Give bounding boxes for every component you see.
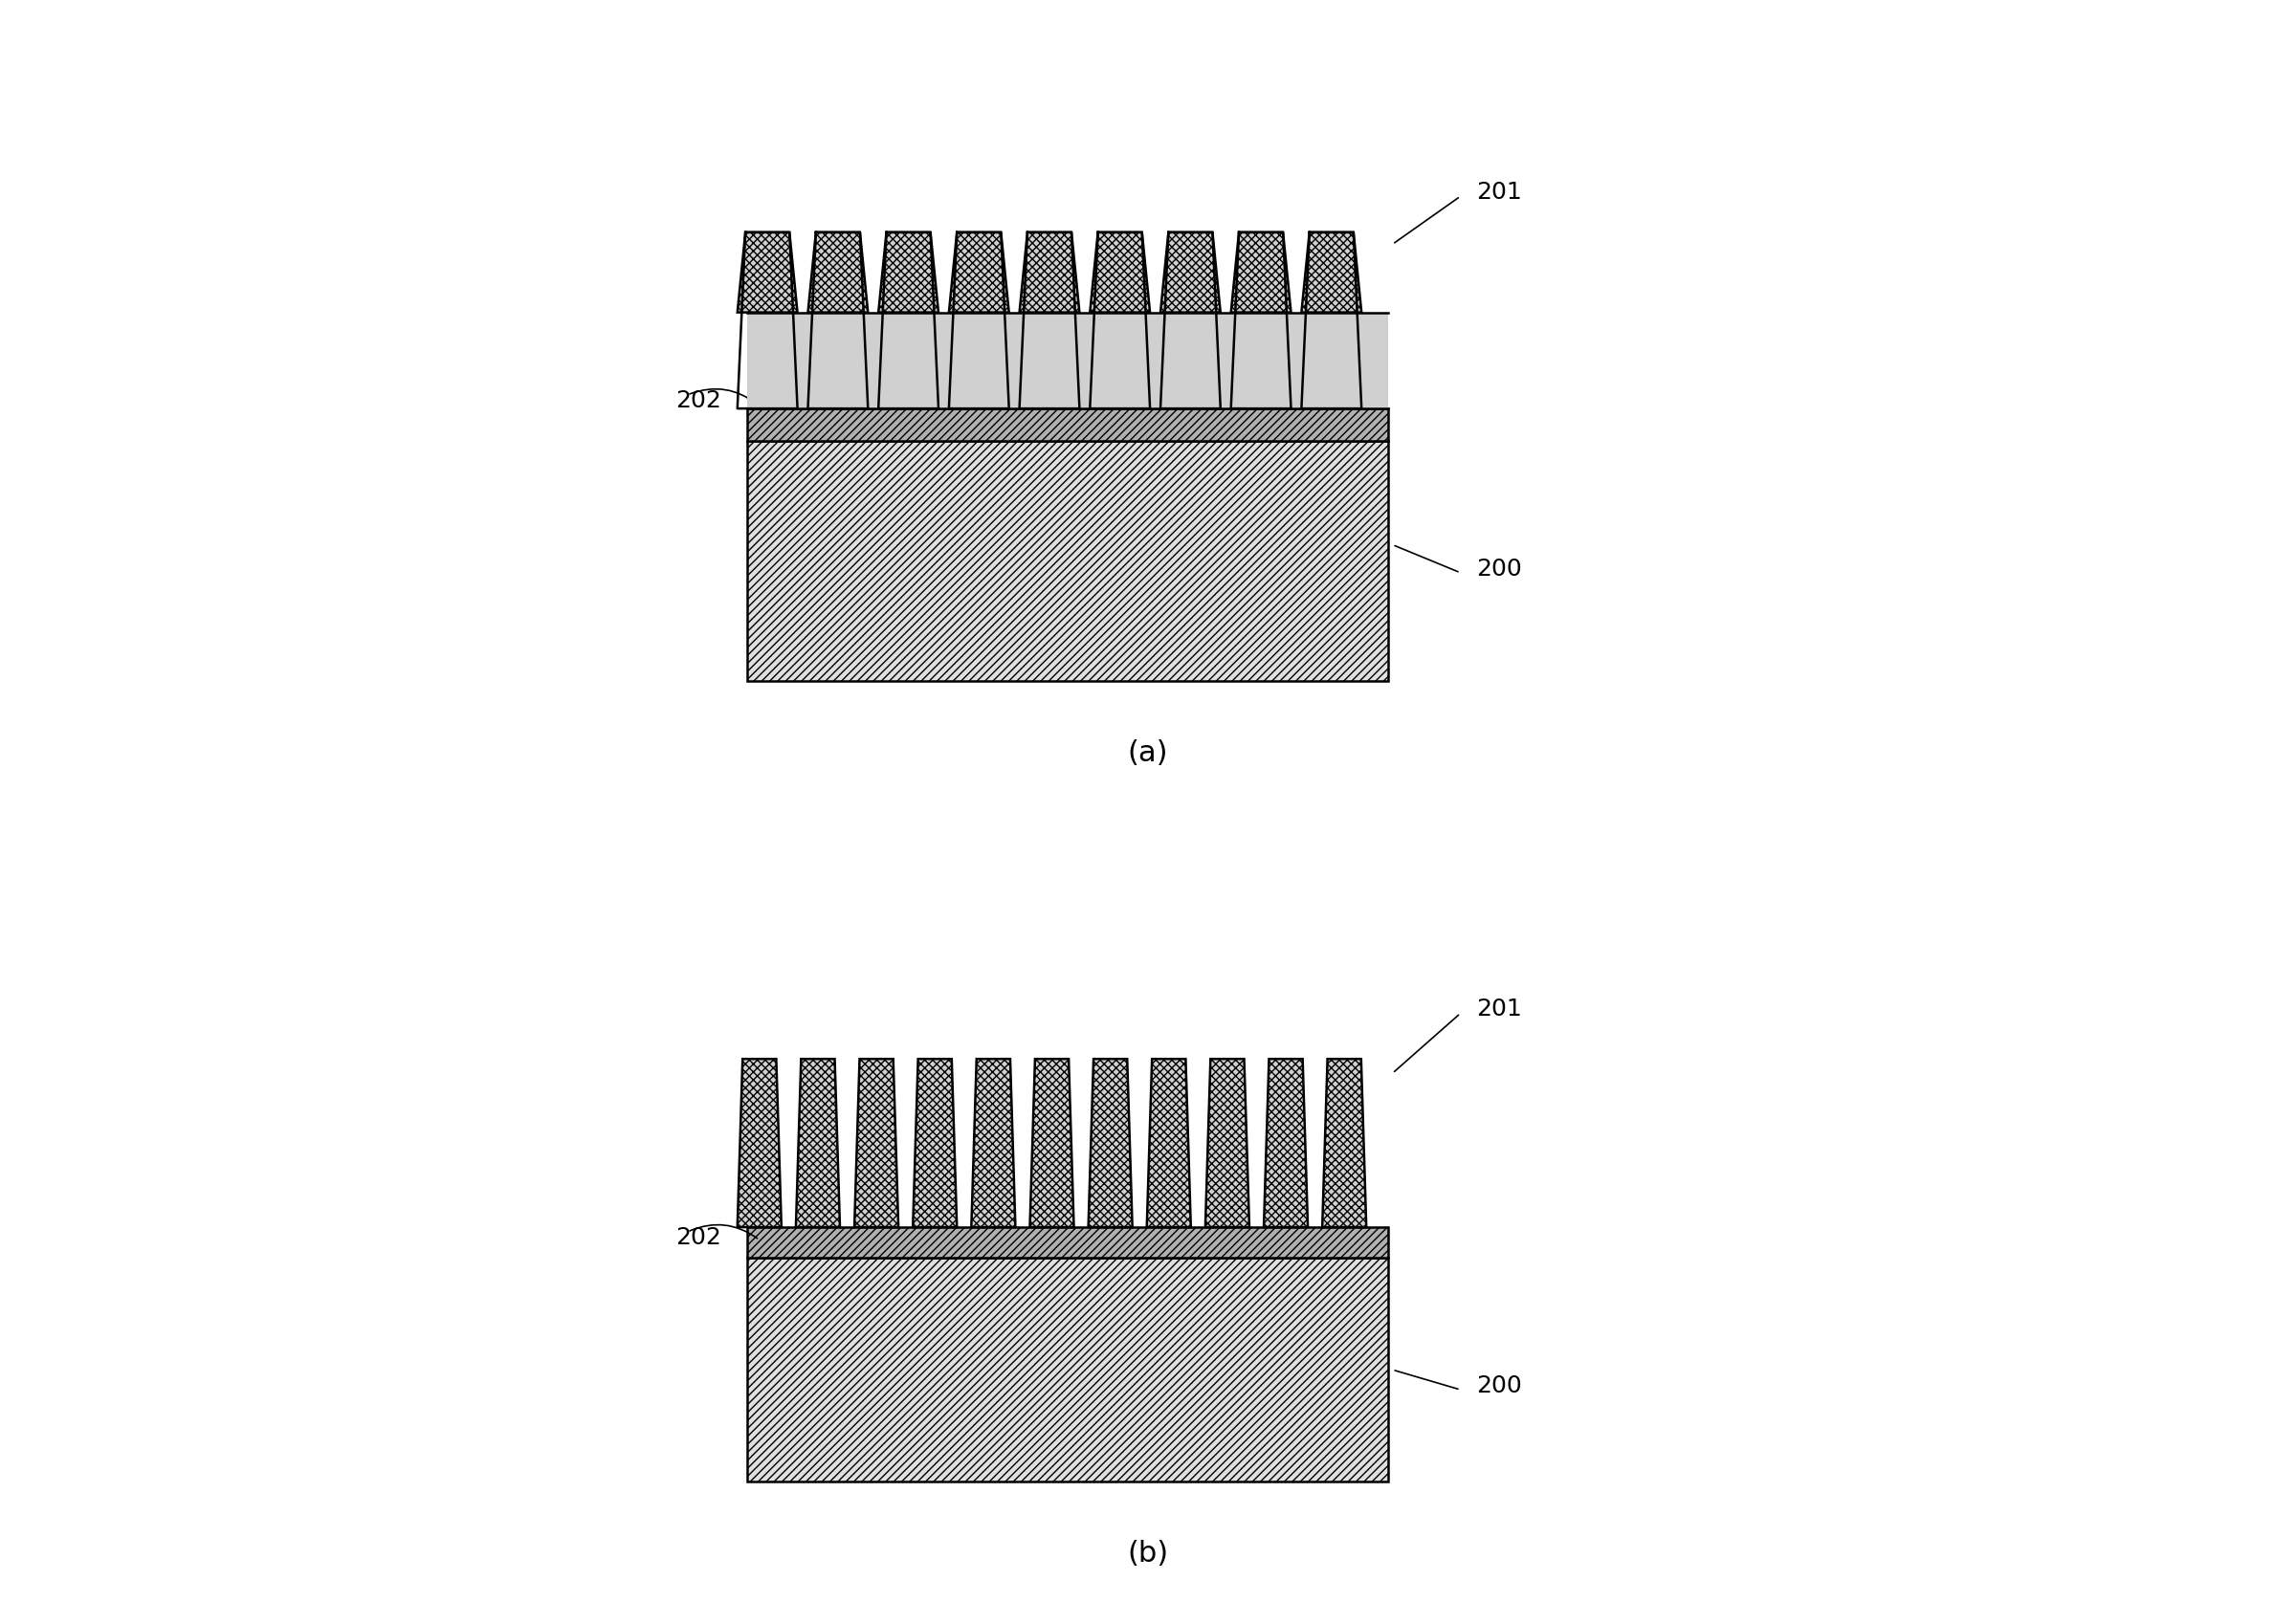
Polygon shape <box>1205 1059 1249 1227</box>
Polygon shape <box>1231 232 1290 312</box>
Polygon shape <box>1031 1059 1075 1227</box>
Bar <box>748 1227 1389 1258</box>
Polygon shape <box>1088 1059 1132 1227</box>
Polygon shape <box>1146 1059 1192 1227</box>
Text: 201: 201 <box>1476 181 1522 203</box>
Text: (a): (a) <box>1127 739 1169 767</box>
Polygon shape <box>854 1059 898 1227</box>
Bar <box>748 312 1389 409</box>
Polygon shape <box>797 1059 840 1227</box>
Polygon shape <box>737 1059 781 1227</box>
Polygon shape <box>1091 232 1150 312</box>
Text: 202: 202 <box>675 1226 721 1250</box>
Text: 200: 200 <box>1476 1375 1522 1397</box>
Polygon shape <box>1302 232 1362 312</box>
Polygon shape <box>879 232 939 312</box>
Polygon shape <box>737 232 797 312</box>
Bar <box>748 409 1389 441</box>
Polygon shape <box>1159 232 1221 312</box>
Polygon shape <box>808 232 868 312</box>
Bar <box>748 1258 1389 1482</box>
Bar <box>748 441 1389 681</box>
Text: 200: 200 <box>1476 557 1522 580</box>
Polygon shape <box>1322 1059 1366 1227</box>
Polygon shape <box>971 1059 1015 1227</box>
Polygon shape <box>948 232 1008 312</box>
Text: 202: 202 <box>675 389 721 412</box>
Polygon shape <box>1019 232 1079 312</box>
Polygon shape <box>914 1059 957 1227</box>
Text: (b): (b) <box>1127 1540 1169 1568</box>
Polygon shape <box>1263 1059 1309 1227</box>
Text: 201: 201 <box>1476 998 1522 1020</box>
